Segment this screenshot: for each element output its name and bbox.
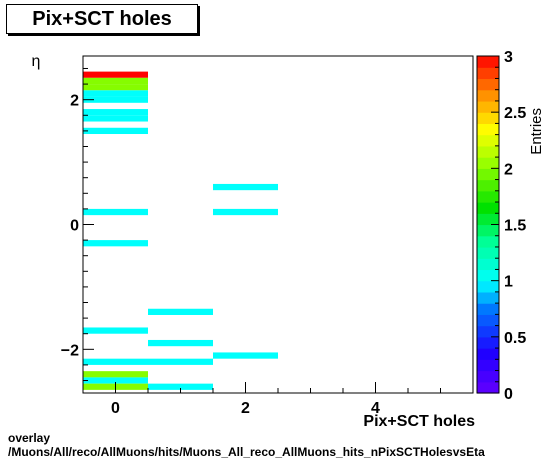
x-tick-label: 0 bbox=[111, 400, 120, 417]
color-scale-step bbox=[477, 100, 499, 113]
color-scale-tick-label: 1 bbox=[504, 274, 513, 291]
color-scale-step bbox=[477, 291, 499, 304]
color-scale-step bbox=[477, 145, 499, 158]
x-axis: 0 2 4 bbox=[82, 382, 474, 417]
color-scale-step bbox=[477, 89, 499, 102]
heatmap-cell bbox=[83, 109, 148, 116]
color-scale-step bbox=[477, 78, 499, 91]
heatmap-cell bbox=[148, 358, 213, 365]
color-scale-step bbox=[477, 370, 499, 383]
heatmap-cell bbox=[83, 77, 148, 85]
color-scale-title: Entries bbox=[528, 108, 545, 155]
heatmap-cell bbox=[83, 96, 148, 103]
color-scale-step bbox=[477, 280, 499, 293]
color-scale-step bbox=[477, 213, 499, 226]
heatmap-cell bbox=[83, 327, 148, 334]
heatmap-cell bbox=[83, 208, 148, 216]
color-scale-step bbox=[477, 134, 499, 147]
y-tick-label: 0 bbox=[70, 218, 79, 235]
color-scale-tick-label: 0.5 bbox=[504, 330, 526, 347]
heatmap-cell bbox=[83, 71, 148, 78]
color-scale-step bbox=[477, 314, 499, 327]
caption: overlay /Muons/All/reco/AllMuons/hits/Mu… bbox=[8, 431, 485, 459]
heatmap-cells bbox=[83, 71, 278, 390]
color-scale-step bbox=[477, 359, 499, 372]
y-axis: −2 0 2 bbox=[61, 67, 94, 382]
heatmap-cell bbox=[213, 183, 278, 191]
color-scale-axis: 0 0.5 1 1.5 2 2.5 3 bbox=[491, 49, 526, 403]
color-scale-step bbox=[477, 381, 499, 394]
color-scale-step bbox=[477, 224, 499, 237]
color-scale-step bbox=[477, 269, 499, 282]
heatmap-cell bbox=[83, 371, 148, 378]
plot-frame bbox=[82, 55, 474, 394]
color-scale-step bbox=[477, 348, 499, 360]
color-scale-step bbox=[477, 303, 499, 315]
color-scale-tick-label: 3 bbox=[504, 49, 513, 66]
heatmap-cell bbox=[83, 377, 148, 384]
x-tick-label: 2 bbox=[241, 400, 250, 417]
color-scale-step bbox=[477, 235, 499, 248]
heatmap-cell bbox=[213, 352, 278, 359]
heatmap-cell bbox=[83, 84, 148, 91]
heatmap-chart: 0 2 4 −2 0 2 Pix+SCT holes η 0 0.5 1 1.5 2 2.5 3 E… bbox=[32, 49, 545, 430]
y-tick-label: −2 bbox=[61, 342, 79, 359]
y-axis-title: η bbox=[32, 53, 41, 70]
color-scale-step bbox=[477, 246, 499, 259]
color-scale-step bbox=[477, 336, 499, 349]
heatmap-cell bbox=[213, 208, 278, 216]
color-scale-step bbox=[477, 56, 499, 68]
heatmap-cell bbox=[148, 308, 213, 315]
color-scale-step bbox=[477, 325, 499, 338]
color-scale-tick-label: 2.5 bbox=[504, 105, 526, 122]
color-scale-step bbox=[477, 179, 499, 192]
color-scale-step bbox=[477, 190, 499, 203]
color-scale-step bbox=[477, 202, 499, 214]
heatmap-cell bbox=[148, 383, 213, 390]
heatmap-cell bbox=[148, 339, 213, 347]
y-tick-label: 2 bbox=[70, 93, 79, 110]
color-scale-step bbox=[477, 123, 499, 136]
heatmap-cell bbox=[83, 240, 148, 247]
x-tick-label: 4 bbox=[371, 400, 380, 417]
chart-title: Pix+SCT holes bbox=[6, 4, 198, 34]
heatmap-cell bbox=[83, 90, 148, 97]
color-scale-step bbox=[477, 112, 499, 124]
caption-line-2: /Muons/All/reco/AllMuons/hits/Muons_All_… bbox=[8, 445, 485, 459]
color-scale bbox=[477, 56, 499, 394]
color-scale-step bbox=[477, 67, 499, 80]
x-axis-title: Pix+SCT holes bbox=[363, 413, 475, 430]
heatmap-cell bbox=[83, 358, 148, 365]
color-scale-step bbox=[477, 258, 499, 271]
color-scale-tick-label: 2 bbox=[504, 161, 513, 178]
color-scale-step bbox=[477, 168, 499, 181]
color-scale-tick-label: 0 bbox=[504, 386, 513, 403]
color-scale-step bbox=[477, 157, 499, 169]
heatmap-cell bbox=[83, 115, 148, 122]
color-scale-tick-label: 1.5 bbox=[504, 218, 526, 235]
heatmap-cell bbox=[83, 127, 148, 135]
caption-line-1: overlay bbox=[8, 431, 51, 445]
